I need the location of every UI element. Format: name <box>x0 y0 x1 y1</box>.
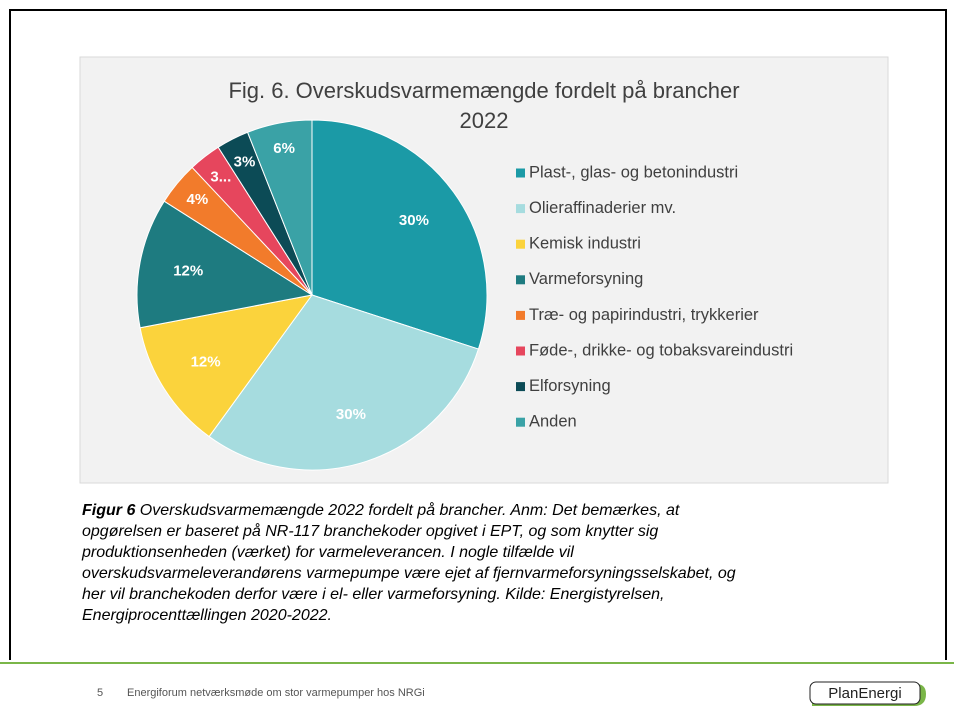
legend-swatch <box>516 204 525 214</box>
data-label: 3... <box>210 168 231 185</box>
legend-label: Anden <box>529 413 577 431</box>
page-number: 5 <box>97 687 103 699</box>
legend-label: Elforsyning <box>529 377 611 395</box>
caption-text: Overskudsvarmemængde 2022 fordelt på bra… <box>135 501 680 519</box>
footer-text: Energiforum netværksmøde om stor varmepu… <box>127 687 425 699</box>
legend-label: Føde-, drikke- og tobaksvareindustri <box>529 341 793 359</box>
legend-swatch <box>516 168 525 178</box>
chart-title: Fig. 6. Overskudsvarmemængde fordelt på … <box>228 78 739 103</box>
legend-label: Træ- og papirindustri, trykkerier <box>529 306 759 324</box>
data-label: 30% <box>336 406 366 423</box>
data-label: 4% <box>187 191 209 208</box>
caption-line: Figur 6 Overskudsvarmemængde 2022 fordel… <box>82 501 680 519</box>
data-label: 12% <box>191 353 221 370</box>
logo-box <box>809 681 921 705</box>
legend-swatch <box>516 310 525 320</box>
legend-label: Kemisk industri <box>529 235 641 253</box>
caption-line: produktionsenheden (værket) for varmelev… <box>81 544 574 561</box>
caption-line: Energiprocenttællingen 2020-2022. <box>82 607 332 624</box>
legend-label: Plast-, glas- og betonindustri <box>529 163 738 181</box>
pie-slice <box>139 294 314 438</box>
legend-label: Varmeforsyning <box>529 270 643 288</box>
pie-slice <box>311 119 488 350</box>
data-label: 3% <box>234 153 256 170</box>
legend-swatch <box>516 239 525 249</box>
legend-swatch <box>516 382 525 392</box>
caption-label: Figur 6 <box>82 502 135 519</box>
data-label: 6% <box>273 140 295 157</box>
chart-title: 2022 <box>460 108 509 133</box>
caption-line: opgørelsen er baseret på NR-117 branchek… <box>82 522 658 540</box>
pie-slice <box>136 200 314 329</box>
legend-label: Olieraffinaderier mv. <box>529 199 676 217</box>
pie-slice <box>208 294 480 471</box>
legend-swatch <box>516 275 525 285</box>
data-label: 12% <box>173 262 203 279</box>
logo: PlanEnergi <box>828 685 901 702</box>
pie-slice <box>246 119 313 296</box>
legend-swatch <box>516 346 525 356</box>
legend-swatch <box>516 417 525 427</box>
data-label: 30% <box>399 212 429 229</box>
caption-line: her vil branchekoden derfor være i el- e… <box>82 586 664 603</box>
slide-frame <box>9 9 947 660</box>
caption-line: overskudsvarmeleverandørens varmepumpe v… <box>82 565 736 582</box>
